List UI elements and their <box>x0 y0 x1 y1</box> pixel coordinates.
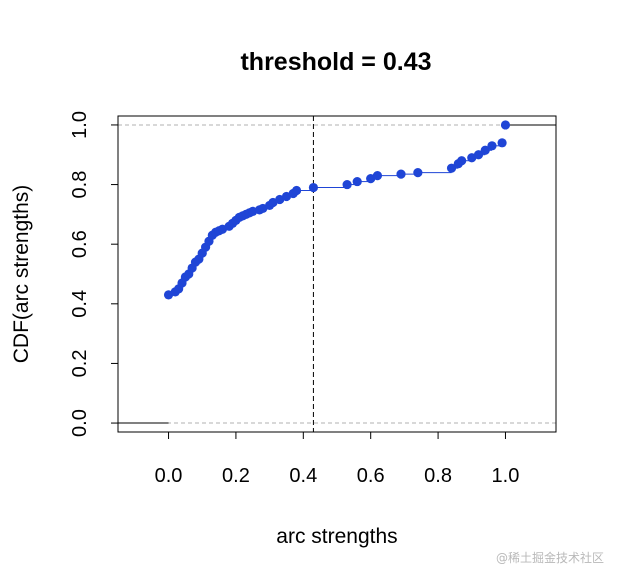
y-tick-label: 0.6 <box>69 230 91 258</box>
data-point <box>308 182 319 193</box>
y-tick-label: 0.2 <box>69 350 91 378</box>
y-tick-label: 0.4 <box>69 290 91 318</box>
data-point <box>457 156 467 166</box>
data-point <box>446 163 457 173</box>
x-tick-label: 0.6 <box>357 465 385 487</box>
x-tick-label: 0.2 <box>222 465 250 487</box>
plot-frame <box>117 115 557 433</box>
data-point <box>500 120 511 130</box>
data-point <box>372 171 383 181</box>
data-point <box>473 150 484 160</box>
data-point <box>396 169 406 179</box>
x-axis-label: arc strengths <box>276 525 397 548</box>
chart-title: threshold = 0.43 <box>240 48 431 76</box>
x-tick-label: 1.0 <box>492 465 520 487</box>
data-point <box>342 179 352 190</box>
x-tick-label: 0.8 <box>424 465 452 487</box>
watermark-text: @稀土掘金技术社区 <box>495 551 604 565</box>
data-point <box>413 168 423 178</box>
y-tick-label: 0.8 <box>69 171 91 199</box>
reference-lines <box>118 124 556 424</box>
data-point <box>291 185 302 196</box>
data-point <box>487 141 497 151</box>
data-point <box>497 138 507 148</box>
y-axis-label: CDF(arc strengths) <box>10 185 33 364</box>
y-tick-label: 1.0 <box>69 111 91 139</box>
x-tick-label: 0.0 <box>155 465 183 487</box>
x-axis: 0.0 0.2 0.4 0.6 0.8 1.0 <box>155 432 520 487</box>
y-axis: 0.0 0.2 0.4 0.6 0.8 1.0 <box>69 111 118 437</box>
data-points <box>163 120 511 300</box>
x-tick-label: 0.4 <box>289 465 317 487</box>
data-point <box>352 176 362 187</box>
y-tick-label: 0.0 <box>69 409 91 437</box>
data-point <box>480 145 490 155</box>
